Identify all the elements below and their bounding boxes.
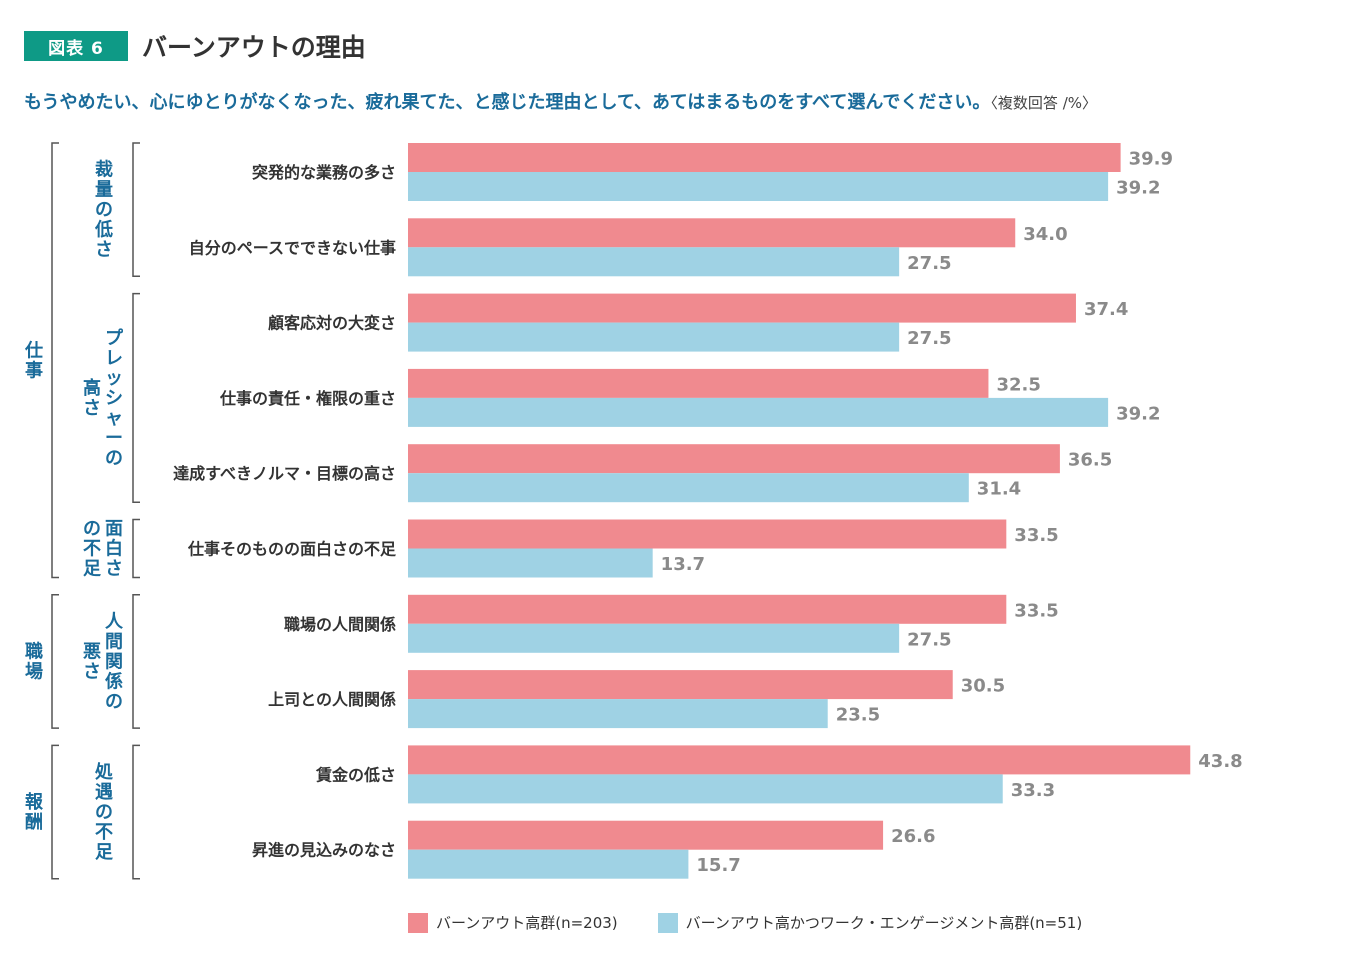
data-label: 34.0 [1023, 224, 1067, 245]
subgroup-label: 面白さ [105, 519, 123, 580]
legend: バーンアウト高群(n=203) バーンアウト高かつワーク・エンゲージメント高群(… [408, 912, 1122, 933]
category-label: 達成すべきノルマ・目標の高さ [173, 464, 396, 483]
bar-series2 [408, 247, 900, 277]
category-label: 仕事の責任・権限の重さ [219, 389, 396, 408]
data-label: 33.5 [1014, 525, 1058, 546]
data-label: 39.2 [1116, 403, 1160, 424]
bar-series2 [408, 548, 653, 578]
bar-series2 [408, 473, 969, 503]
bar-series1 [408, 143, 1121, 172]
group-label: 報酬 [25, 791, 44, 833]
data-label: 39.2 [1116, 178, 1160, 199]
legend-item-series1: バーンアウト高群(n=203) [408, 912, 618, 933]
data-label: 33.3 [1011, 780, 1055, 801]
group-label: 職場 [25, 640, 43, 682]
data-label: 33.5 [1014, 600, 1058, 621]
group-label: 仕事 [24, 339, 43, 381]
subgroup-bracket [132, 142, 140, 278]
data-label: 32.5 [996, 374, 1040, 395]
bar-series1 [408, 594, 1007, 624]
legend-label-series1: バーンアウト高群(n=203) [436, 914, 618, 932]
bar-series1 [408, 444, 1060, 474]
bar-series1 [408, 368, 989, 398]
subgroup-bracket [132, 594, 140, 729]
bar-series2 [408, 322, 900, 352]
bar-series2 [408, 699, 828, 729]
bar-series2 [408, 172, 1109, 201]
subgroup-label: プレッシャーの [105, 327, 124, 469]
subgroup-label: 処遇の不足 [95, 761, 114, 863]
subgroup-label: 悪さ [83, 641, 101, 682]
data-label: 31.4 [977, 479, 1021, 500]
chart-subtitle: もうやめたい、心にゆとりがなくなった、疲れ果てた、と感じた理由として、あてはまる… [24, 88, 1097, 114]
category-label: 突発的な業務の多さ [252, 163, 396, 182]
legend-swatch-series2 [657, 912, 678, 933]
data-label: 30.5 [961, 676, 1005, 697]
figure-label: 図表 6 [24, 31, 128, 61]
data-label: 36.5 [1068, 450, 1112, 471]
bar-series1 [408, 820, 884, 850]
data-label: 37.4 [1084, 299, 1128, 320]
bar-series2 [408, 849, 689, 879]
bar-series1 [408, 519, 1007, 549]
legend-label-series2: バーンアウト高かつワーク・エンゲージメント高群(n=51) [685, 914, 1083, 932]
category-label: 上司との人間関係 [268, 690, 396, 709]
bar-series1 [408, 293, 1076, 323]
subgroup-bracket [132, 744, 140, 880]
group-bracket [51, 594, 59, 729]
bar-series2 [408, 623, 900, 653]
data-label: 27.5 [907, 629, 951, 650]
subgroup-bracket [132, 518, 140, 579]
group-bracket [51, 744, 59, 880]
group-bracket [51, 142, 59, 579]
category-label: 職場の人間関係 [284, 615, 396, 634]
bar-series2 [408, 397, 1109, 427]
data-label: 26.6 [891, 826, 935, 847]
data-label: 13.7 [661, 554, 705, 575]
category-label: 昇進の見込みのなさ [252, 841, 396, 860]
category-label: 仕事そのものの面白さの不足 [187, 540, 397, 559]
chart-title: バーンアウトの理由 [142, 33, 366, 62]
subtitle-note: 〈複数回答 /%〉 [990, 94, 1097, 112]
data-label: 43.8 [1198, 751, 1242, 772]
bar-chart: 突発的な業務の多さ 39.9 39.2 自分のペースでできない仕事 34.0 27.5 顧客… [24, 142, 1243, 880]
data-label: 27.5 [907, 253, 951, 274]
subtitle-question: もうやめたい、心にゆとりがなくなった、疲れ果てた、と感じた理由として、あてはまる… [24, 92, 991, 113]
bar-series1 [408, 745, 1191, 775]
subgroup-label: 裁量の低さ [94, 159, 113, 261]
bar-series2 [408, 774, 1003, 804]
data-label: 23.5 [836, 705, 880, 726]
data-label: 15.7 [696, 855, 740, 876]
bar-series1 [408, 218, 1016, 248]
bar-series1 [408, 670, 953, 700]
category-label: 賃金の低さ [315, 765, 396, 784]
legend-item-series2: バーンアウト高かつワーク・エンゲージメント高群(n=51) [657, 912, 1083, 933]
data-label: 27.5 [907, 328, 951, 349]
subgroup-label: 人間関係の [105, 611, 124, 712]
data-label: 39.9 [1129, 149, 1173, 170]
subgroup-bracket [132, 292, 140, 503]
category-label: 自分のペースでできない仕事 [189, 238, 396, 257]
subgroup-label: の不足 [83, 519, 101, 580]
subgroup-label: 高さ [83, 377, 101, 419]
category-label: 顧客応対の大変さ [268, 314, 396, 333]
legend-swatch-series1 [408, 912, 428, 933]
